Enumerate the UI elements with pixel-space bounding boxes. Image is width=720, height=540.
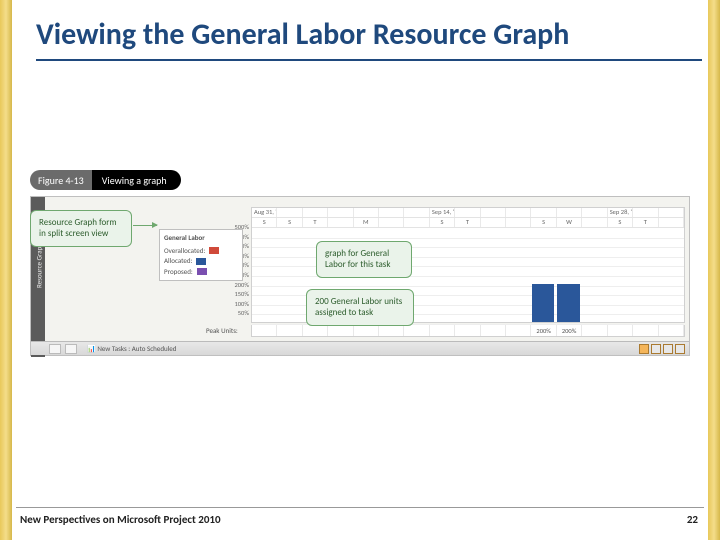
- slide-title: Viewing the General Labor Resource Graph: [36, 18, 702, 61]
- date-cell: [633, 208, 658, 217]
- legend-row: Proposed:: [164, 267, 238, 278]
- scroll-button[interactable]: [49, 344, 61, 354]
- peak-cell: [379, 325, 404, 336]
- callout-graph-task: graph for General Labor for this task: [316, 241, 412, 278]
- day-cell: [582, 218, 607, 227]
- legend-row: Allocated:: [164, 256, 238, 267]
- date-cell: [354, 208, 379, 217]
- ytick: 50%: [227, 309, 249, 319]
- allocation-bar: [532, 284, 555, 322]
- figure-caption: Viewing a graph: [92, 170, 181, 190]
- legend-box: General Labor Overallocated: Allocated: …: [159, 229, 243, 281]
- figure-block: Figure 4-13 Viewing a graph Resource Gra…: [30, 170, 690, 356]
- day-cell: [379, 218, 404, 227]
- date-cell: Sep 28, '14: [608, 208, 633, 217]
- day-cell: T: [303, 218, 328, 227]
- date-cell: [328, 208, 353, 217]
- footer-text: New Perspectives on Microsoft Project 20…: [20, 513, 221, 526]
- day-cell: T: [633, 218, 658, 227]
- callout-text: 200 General Labor units assigned to task: [315, 296, 402, 318]
- date-cell: Sep 14, '14: [430, 208, 455, 217]
- peak-cell: [659, 325, 684, 336]
- peak-cell: [354, 325, 379, 336]
- peak-cell: [303, 325, 328, 336]
- day-cell: W: [557, 218, 582, 227]
- peak-cell: 200%: [531, 325, 556, 336]
- status-view-icons[interactable]: [639, 344, 685, 354]
- peak-cell: [328, 325, 353, 336]
- peak-cell: [582, 325, 607, 336]
- peak-units-label: Peak Units:: [206, 326, 238, 335]
- date-cell: [582, 208, 607, 217]
- figure-caption-bar: Figure 4-13 Viewing a graph: [30, 170, 690, 190]
- status-text: New Tasks : Auto Scheduled: [97, 344, 176, 353]
- view-icon[interactable]: [675, 344, 685, 354]
- legend-label: Proposed:: [164, 267, 193, 278]
- callout-units-assigned: 200 General Labor units assigned to task: [306, 289, 414, 326]
- view-icon[interactable]: [639, 344, 649, 354]
- day-cell: [404, 218, 429, 227]
- day-cell: M: [354, 218, 379, 227]
- callout-text: graph for General Labor for this task: [325, 248, 390, 270]
- callout-split-view: Resource Graph form in split screen view: [30, 210, 132, 247]
- legend-swatch-overallocated: [209, 247, 219, 254]
- date-cell: [506, 208, 531, 217]
- day-cell: [659, 218, 684, 227]
- day-cell: S: [531, 218, 556, 227]
- date-cell: [379, 208, 404, 217]
- date-cell: [404, 208, 429, 217]
- view-icon[interactable]: [651, 344, 661, 354]
- day-cell: S: [608, 218, 633, 227]
- status-bar: 📊 New Tasks : Auto Scheduled: [31, 341, 689, 355]
- date-cell: [557, 208, 582, 217]
- peak-cell: [506, 325, 531, 336]
- day-cell: [481, 218, 506, 227]
- peak-cell: [404, 325, 429, 336]
- peak-cell: [481, 325, 506, 336]
- timescale-dates: Aug 31, '14 Sep 14, '14 Sep 28, '14: [252, 208, 684, 218]
- accent-bar-right: [708, 0, 720, 540]
- day-cell: S: [277, 218, 302, 227]
- day-cell: S: [252, 218, 277, 227]
- date-cell: [277, 208, 302, 217]
- page-number: 22: [687, 513, 698, 526]
- peak-cell: [277, 325, 302, 336]
- peak-cell: [252, 325, 277, 336]
- ytick: 150%: [227, 290, 249, 300]
- day-cell: T: [455, 218, 480, 227]
- legend-title: General Labor: [164, 233, 238, 244]
- date-cell: [455, 208, 480, 217]
- figure-number: Figure 4-13: [30, 170, 92, 190]
- date-cell: Aug 31, '14: [252, 208, 277, 217]
- date-cell: [481, 208, 506, 217]
- accent-bar-left: [0, 0, 12, 540]
- view-icon[interactable]: [663, 344, 673, 354]
- legend-swatch-allocated: [196, 258, 206, 265]
- legend-label: Allocated:: [164, 256, 192, 267]
- peak-units-row: 200%200%: [251, 325, 685, 337]
- peak-cell: [455, 325, 480, 336]
- peak-cell: [633, 325, 658, 336]
- callout-arrow: [133, 225, 157, 226]
- footer-rule: [16, 507, 704, 508]
- date-cell: [531, 208, 556, 217]
- legend-row: Overallocated:: [164, 246, 238, 257]
- legend-label: Overallocated:: [164, 246, 205, 257]
- ytick: 200%: [227, 281, 249, 291]
- day-cell: S: [430, 218, 455, 227]
- date-cell: [303, 208, 328, 217]
- peak-cell: [430, 325, 455, 336]
- day-cell: [506, 218, 531, 227]
- peak-cell: 200%: [557, 325, 582, 336]
- timescale-days: SSTMSTSWST: [252, 218, 684, 228]
- day-cell: [328, 218, 353, 227]
- callout-text: Resource Graph form in split screen view: [39, 217, 117, 239]
- date-cell: [659, 208, 684, 217]
- ytick: 100%: [227, 300, 249, 310]
- allocation-bar: [557, 284, 580, 322]
- peak-cell: [608, 325, 633, 336]
- legend-swatch-proposed: [197, 268, 207, 275]
- scroll-button[interactable]: [65, 344, 77, 354]
